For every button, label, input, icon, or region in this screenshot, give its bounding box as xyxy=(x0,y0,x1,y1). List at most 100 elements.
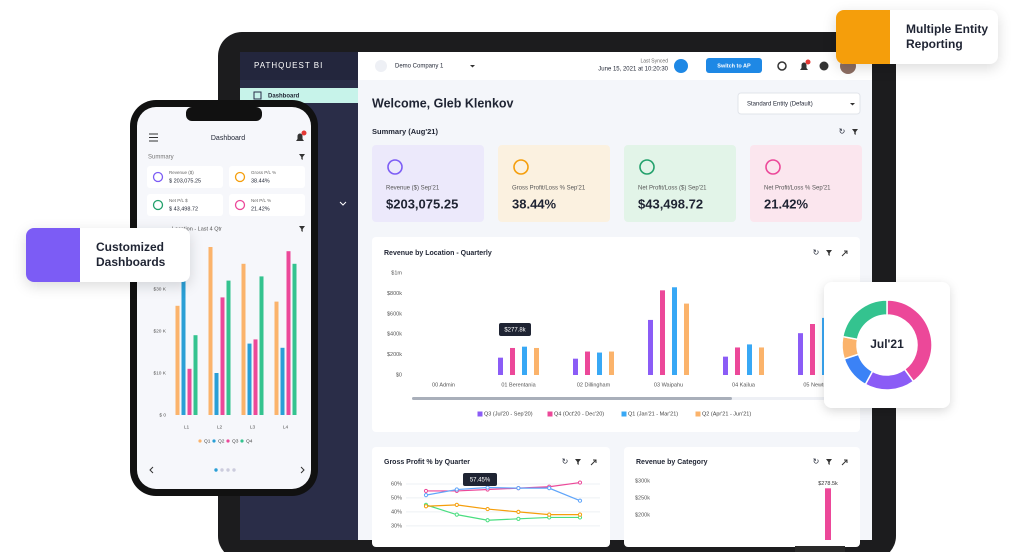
line xyxy=(425,504,580,521)
line xyxy=(425,486,581,502)
expand-icon[interactable] xyxy=(841,459,848,466)
legend-swatch xyxy=(198,439,202,443)
switch-button[interactable] xyxy=(706,58,762,73)
bell-icon[interactable] xyxy=(296,133,304,142)
dashboards-badge: Customized Dashboards xyxy=(26,228,190,282)
refresh-icon[interactable]: ↻ xyxy=(813,248,820,257)
kpi-label: Revenue ($) xyxy=(169,170,194,175)
filter-icon[interactable] xyxy=(299,154,305,160)
bell-dot xyxy=(805,59,811,65)
bar xyxy=(193,335,198,415)
filter-icon[interactable] xyxy=(575,459,581,465)
bar xyxy=(259,276,264,415)
next-arrow[interactable] xyxy=(300,466,305,474)
menu-icon[interactable] xyxy=(149,133,158,142)
revenue-panel xyxy=(372,237,860,432)
y-tick-label: $1m xyxy=(391,270,402,276)
page-dot[interactable] xyxy=(226,468,230,472)
filter-icon[interactable] xyxy=(826,250,832,256)
kpi-label: Gross P/L % xyxy=(251,170,276,175)
page-dot[interactable] xyxy=(214,468,218,472)
bar xyxy=(660,290,665,375)
kpi-label: Net P/L % xyxy=(251,198,271,203)
bar xyxy=(723,356,728,375)
phone-notch xyxy=(186,107,262,121)
x-tick-label: 01 Berentania xyxy=(501,382,536,388)
bar xyxy=(585,351,590,375)
expand-icon[interactable] xyxy=(841,250,848,257)
refresh-icon[interactable]: ↻ xyxy=(839,127,846,136)
refresh-icon[interactable]: ↻ xyxy=(813,457,820,466)
entity-select[interactable] xyxy=(737,92,861,115)
x-tick-label: 00 Admin xyxy=(432,382,455,388)
point xyxy=(423,488,429,494)
legend-label: Q2 (Apr'21 - Jun'21) xyxy=(702,411,751,417)
bar xyxy=(181,276,186,415)
y-tick-label: $200k xyxy=(387,352,402,358)
bar xyxy=(226,280,231,415)
bar xyxy=(672,287,677,375)
x-tick-label: 03 Waipahu xyxy=(654,382,683,388)
category-panel xyxy=(624,447,860,547)
nav-item[interactable]: Dashboard xyxy=(268,94,300,100)
bar xyxy=(810,324,815,375)
bar xyxy=(510,347,515,375)
bar xyxy=(292,263,297,415)
value-label: $278.5k xyxy=(818,481,838,487)
filter-icon[interactable] xyxy=(299,226,305,232)
kpi-card xyxy=(750,145,862,222)
gross-title: Gross Profit % by Quarter xyxy=(384,459,470,466)
kpi-icon xyxy=(152,171,164,183)
kpi-card xyxy=(147,166,223,188)
filter-icon[interactable] xyxy=(852,129,858,135)
company-select[interactable]: Demo Company 1 xyxy=(395,64,444,70)
y-tick-label: $300k xyxy=(635,478,650,484)
settings-icon[interactable] xyxy=(777,61,787,71)
page-dot[interactable] xyxy=(232,468,236,472)
kpi-card xyxy=(624,145,736,222)
kpi-value: 38.44% xyxy=(251,178,270,184)
sync-button[interactable] xyxy=(674,59,688,73)
refresh-icon[interactable]: ↻ xyxy=(562,457,569,466)
kpi-value: 21.42% xyxy=(251,206,270,212)
bar xyxy=(220,297,225,415)
donut-slice xyxy=(841,299,888,341)
y-tick-label: $20 K xyxy=(153,328,166,334)
help-icon[interactable] xyxy=(819,61,829,71)
expand-icon[interactable] xyxy=(590,459,597,466)
x-tick-label: 02 Dillingham xyxy=(577,382,611,388)
bar xyxy=(573,358,578,375)
kpi-card xyxy=(229,166,305,188)
company-icon xyxy=(375,60,387,72)
point xyxy=(423,504,429,509)
filter-icon[interactable] xyxy=(826,459,832,465)
switch-button-label[interactable]: Switch to AP xyxy=(717,63,751,69)
bell-icon[interactable] xyxy=(800,62,808,71)
page-dot[interactable] xyxy=(220,468,224,472)
kpi-icon xyxy=(234,171,246,183)
point xyxy=(485,518,490,523)
entity-badge: Multiple Entity Reporting xyxy=(836,10,998,64)
bar xyxy=(208,247,213,415)
y-tick-label: 30% xyxy=(391,523,402,529)
logo: PATHQUEST BI xyxy=(254,61,323,70)
scroll-thumb[interactable] xyxy=(412,397,732,400)
x-tick-label: L3 xyxy=(250,424,256,430)
revenue-title: Revenue by Location - Quarterly xyxy=(384,250,492,257)
entity-select-label[interactable]: Standard Entity (Default) xyxy=(747,102,813,108)
point xyxy=(516,486,521,491)
legend-swatch xyxy=(621,411,627,417)
sidebar-header xyxy=(240,52,358,80)
entity-badge-icon xyxy=(836,10,890,64)
point xyxy=(577,480,583,485)
x-tick-label: L1 xyxy=(184,424,190,430)
x-tick-label: L4 xyxy=(283,424,289,430)
bar xyxy=(241,263,246,415)
legend-label: Q2 xyxy=(218,438,225,444)
prev-arrow[interactable] xyxy=(149,466,154,474)
nav-active[interactable] xyxy=(240,88,358,103)
sidebar-toggle[interactable] xyxy=(339,201,347,206)
bar xyxy=(498,357,503,375)
